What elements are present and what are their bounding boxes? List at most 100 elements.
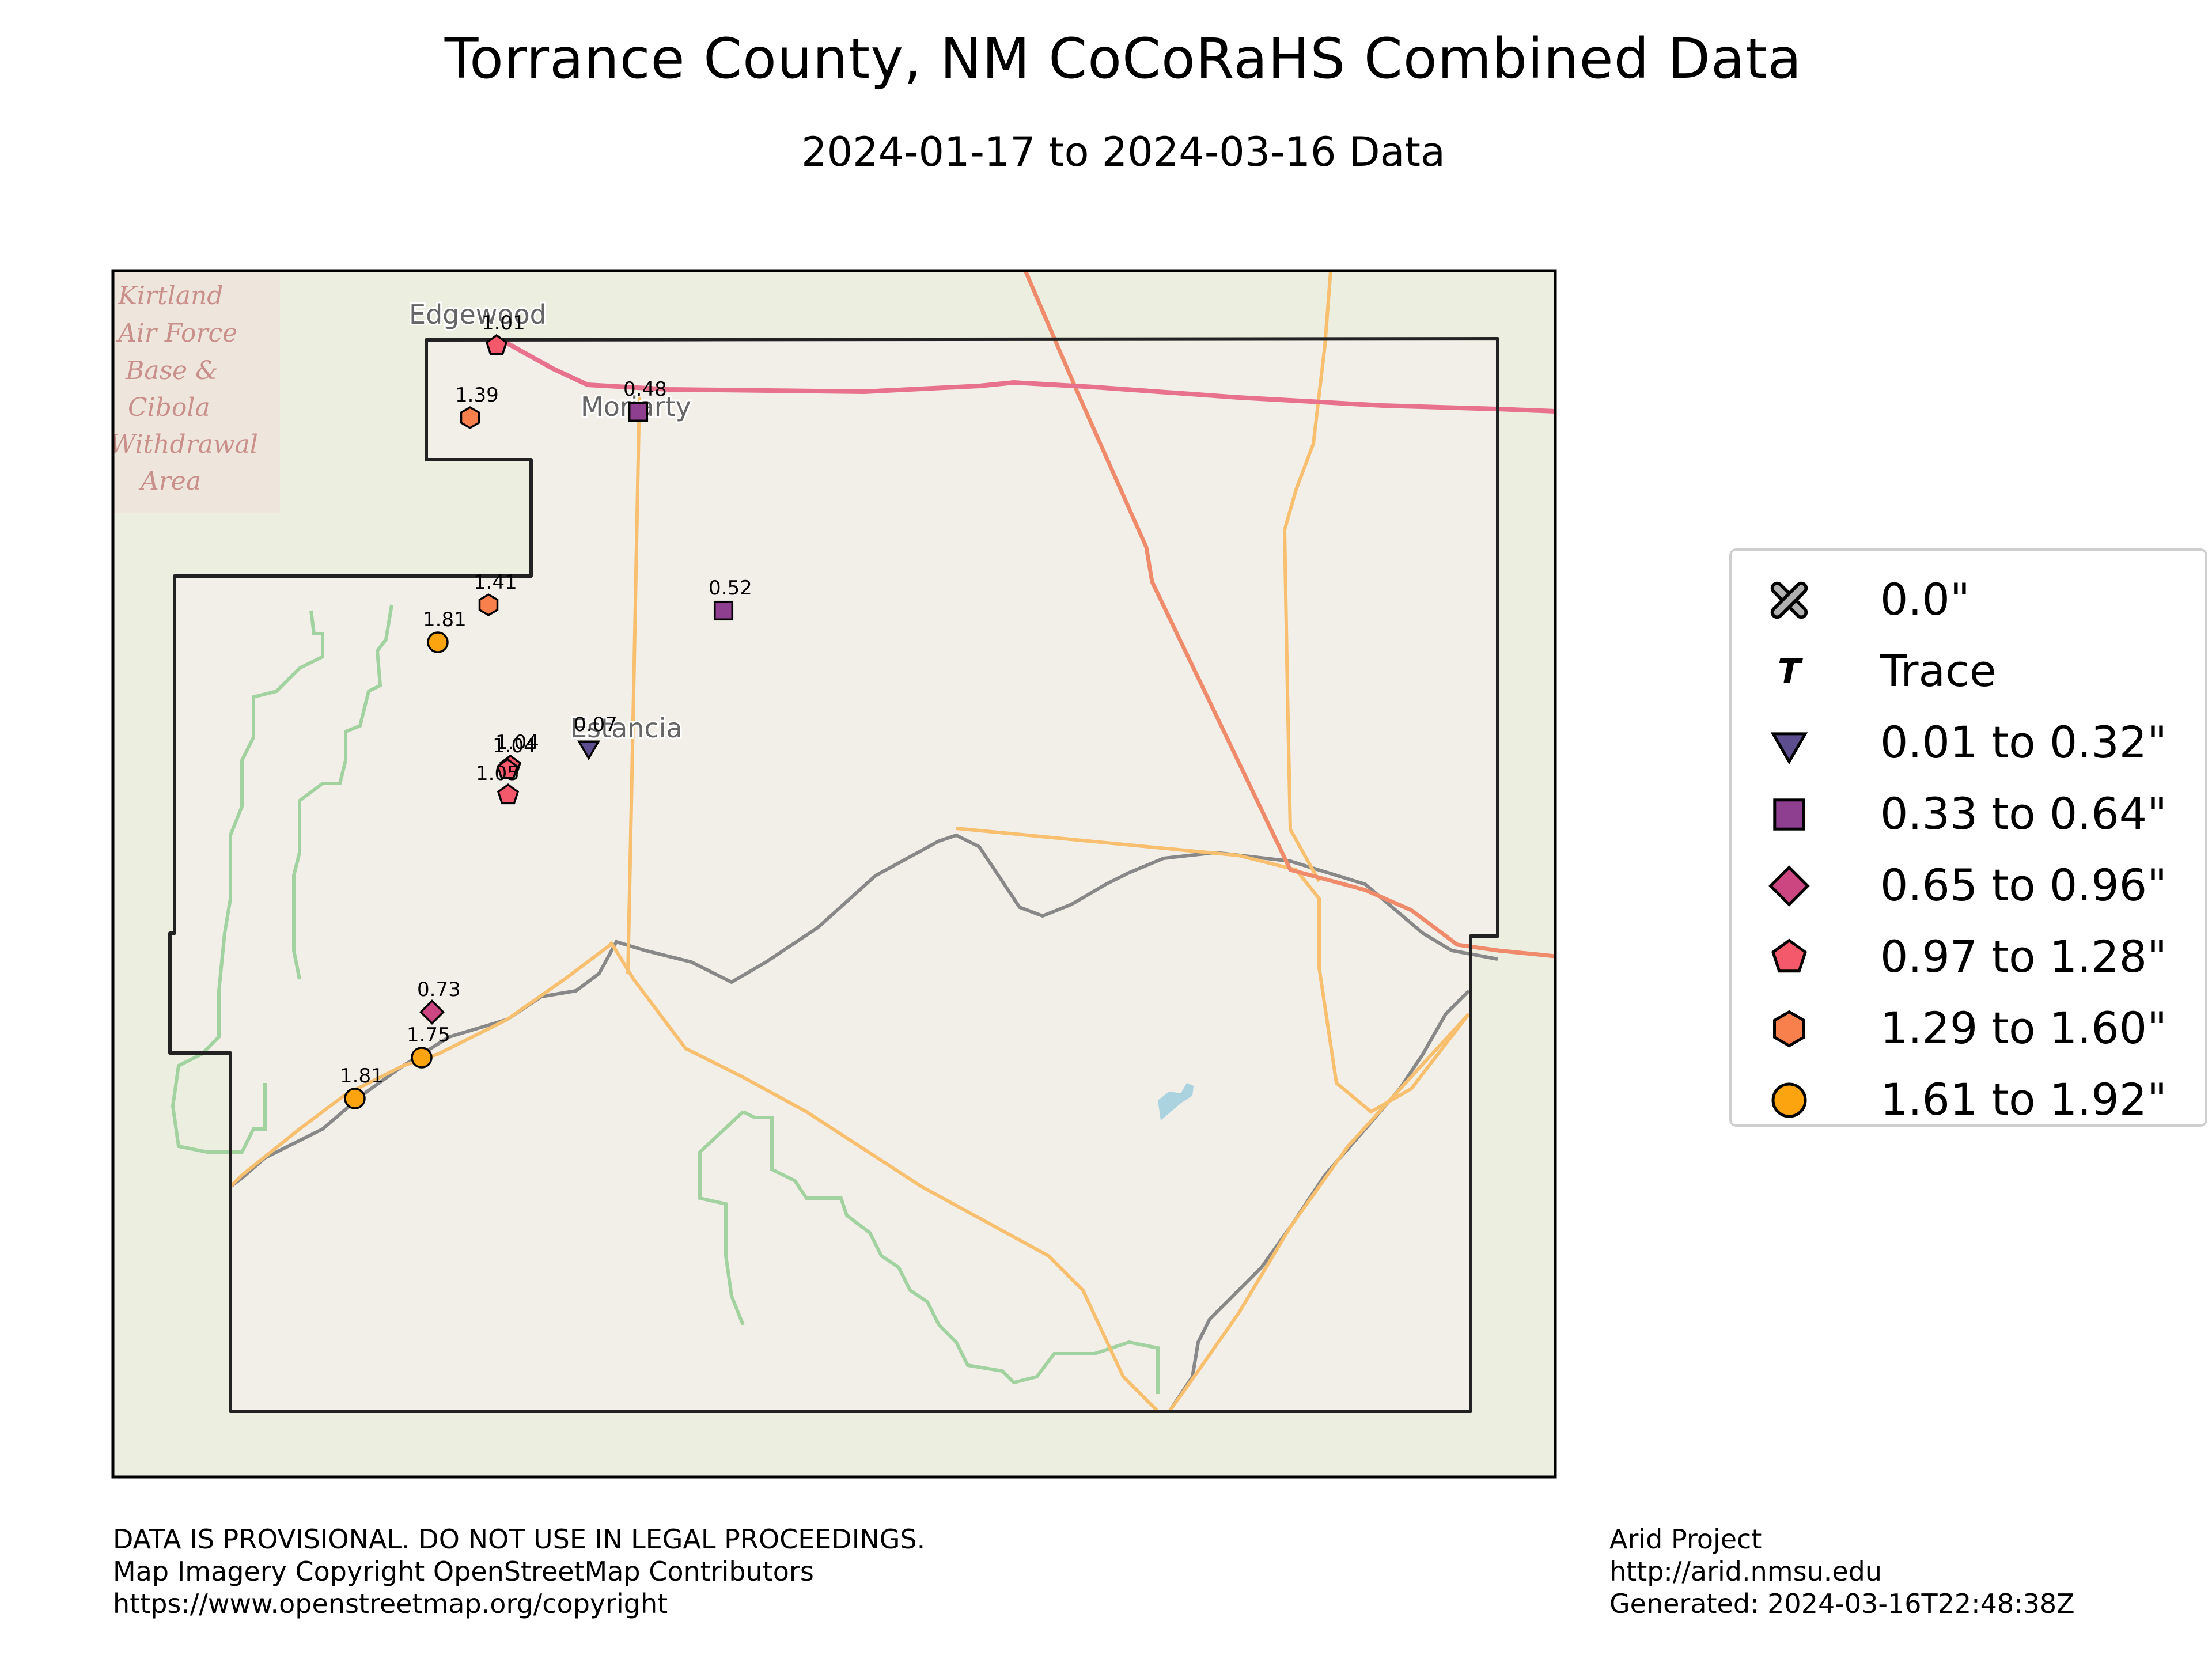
station-marker[interactable]: 1.39: [455, 384, 499, 429]
legend-item: 0.33 to 0.64": [1732, 779, 2205, 850]
legend-label: 0.01 to 0.32": [1880, 717, 2168, 768]
county-boundary: [168, 337, 1499, 1413]
legend-label: 1.29 to 1.60": [1880, 1002, 2168, 1054]
legend-item: 1.29 to 1.60": [1732, 993, 2205, 1065]
restricted-area: [113, 271, 280, 513]
circle-symbol-icon: [1771, 1082, 1807, 1118]
station-marker[interactable]: 1.05: [476, 762, 520, 805]
hexagon-symbol-icon: [1773, 1010, 1805, 1048]
footer-credits: Arid Project http://arid.nmsu.edu Genera…: [1609, 1523, 2075, 1620]
forest-boundary: [742, 1110, 1160, 1394]
legend: 0.0" T Trace 0.01 to 0.32" 0.33 to 0.64" 0.65…: [1729, 548, 2207, 1127]
station-value-label: 1.41: [474, 571, 517, 594]
footer-line: DATA IS PROVISIONAL. DO NOT USE IN LEGAL…: [113, 1524, 926, 1555]
pentagon-symbol: [485, 334, 508, 355]
legend-label: 0.33 to 0.64": [1880, 788, 2168, 839]
station-marker[interactable]: 1.75: [407, 1024, 450, 1069]
svg-text:T: T: [1778, 652, 1803, 691]
diamond-symbol: [419, 999, 445, 1025]
area-label-line: Base &: [125, 356, 218, 385]
footer-line: Map Imagery Copyright OpenStreetMap Cont…: [113, 1556, 814, 1587]
legend-item: 0.65 to 0.96": [1732, 850, 2205, 922]
legend-label: 0.97 to 1.28": [1880, 931, 2168, 982]
circle-symbol: [427, 631, 449, 653]
pentagon-symbol: [497, 783, 520, 805]
legend-label: 0.65 to 0.96": [1880, 859, 2168, 911]
station-marker[interactable]: 1.04: [493, 734, 536, 779]
square-symbol: [713, 600, 734, 621]
map-subtitle: 2024-01-17 to 2024-03-16 Data: [801, 128, 1445, 176]
station-marker[interactable]: 1.01: [482, 312, 525, 355]
area-label-line: Withdrawal: [109, 430, 258, 459]
area-label-line: Kirtland: [118, 281, 223, 310]
legend-label: Trace: [1880, 645, 1997, 696]
place-label-estancia: Estancia: [570, 713, 683, 744]
station-value-label: 1.81: [423, 608, 467, 631]
place-label-edgewood: Edgewood: [409, 299, 547, 330]
square-symbol-icon: [1773, 798, 1805, 831]
forest-boundary: [698, 1110, 745, 1326]
station-value-label: 0.73: [417, 978, 461, 1001]
station-marker[interactable]: 0.48: [623, 378, 667, 422]
station-markers: 1.011.39 0.481.41 0.521.810.071.041.041.05…: [340, 312, 752, 1109]
legend-item: 1.61 to 1.92": [1732, 1065, 2205, 1136]
diamond-symbol-icon: [1768, 865, 1810, 907]
pentagon-symbol: [496, 758, 519, 779]
hexagon-symbol: [460, 406, 480, 429]
us-route: [1023, 271, 1555, 959]
legend-item: 0.97 to 1.28": [1732, 922, 2205, 993]
T-symbol-icon: T: [1778, 652, 1803, 691]
state-highway: [229, 943, 612, 1188]
hexagon-symbol: [478, 593, 499, 616]
legend-label: 0.0": [1880, 574, 1970, 625]
footer-line: http://arid.nmsu.edu: [1609, 1556, 1882, 1587]
triangle-down-symbol: [577, 740, 600, 761]
basemap: Kirtland Air Force Base & Cibola Withdra…: [109, 271, 1555, 1477]
square-symbol: [628, 402, 649, 422]
water-body: [1158, 1083, 1194, 1120]
station-value-label: 1.04: [493, 734, 536, 757]
legend-item: 0.0": [1732, 565, 2205, 636]
legend-item: 0.01 to 0.32": [1732, 707, 2205, 779]
pentagon-symbol-icon: [1771, 938, 1807, 973]
area-label-line: Air Force: [116, 319, 237, 348]
footer-line: Generated: 2024-03-16T22:48:38Z: [1609, 1588, 2075, 1619]
legend-item: T Trace: [1732, 636, 2205, 707]
circle-symbol: [411, 1047, 433, 1069]
triangle-down-symbol-icon: [1770, 732, 1808, 765]
station-value-label: 1.01: [482, 312, 525, 335]
interstate: [500, 338, 1555, 414]
state-highway: [956, 827, 1471, 1114]
footer-line: https://www.openstreetmap.org/copyright: [113, 1588, 668, 1619]
station-value-label: 1.05: [476, 762, 520, 785]
legend-label: 1.61 to 1.92": [1880, 1074, 2168, 1125]
x-symbol-icon: [1770, 581, 1808, 619]
station-value-label: 0.07: [574, 713, 618, 736]
forest-boundary: [292, 604, 393, 980]
station-marker[interactable]: 1.41: [474, 571, 517, 616]
station-marker[interactable]: 0.07: [574, 713, 618, 761]
map-title: Torrance County, NM CoCoRaHS Combined Da…: [444, 26, 1802, 91]
station-marker[interactable]: 1.81: [340, 1065, 384, 1109]
forest-boundary: [171, 610, 324, 1154]
station-value-label: 1.75: [407, 1024, 450, 1047]
area-label-line: Cibola: [128, 393, 210, 422]
station-value-label: 1.04: [495, 731, 539, 754]
station-value-label: 0.52: [709, 577, 752, 600]
map-frame: [111, 269, 1557, 1479]
circle-symbol: [344, 1088, 366, 1109]
station-marker[interactable]: 0.52: [709, 577, 752, 621]
footer-disclaimer: DATA IS PROVISIONAL. DO NOT USE IN LEGAL…: [113, 1523, 925, 1620]
station-value-label: 1.81: [340, 1065, 384, 1088]
station-value-label: 0.48: [623, 378, 667, 401]
state-highway: [1282, 271, 1332, 882]
station-marker[interactable]: 0.73: [417, 978, 461, 1025]
station-marker[interactable]: 1.81: [423, 608, 467, 653]
footer-line: Arid Project: [1609, 1524, 1762, 1555]
station-value-label: 1.39: [455, 384, 499, 407]
state-highway: [1168, 1012, 1471, 1412]
state-highway: [626, 397, 641, 974]
state-highway: [609, 941, 1160, 1413]
area-label-line: Area: [138, 467, 201, 496]
